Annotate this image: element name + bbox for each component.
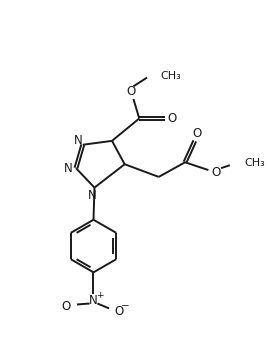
Text: O: O bbox=[114, 305, 124, 318]
Text: −: − bbox=[121, 301, 130, 311]
Text: O: O bbox=[127, 85, 136, 98]
Text: CH₃: CH₃ bbox=[244, 158, 265, 168]
Text: CH₃: CH₃ bbox=[161, 71, 181, 81]
Text: O: O bbox=[168, 112, 177, 125]
Text: N: N bbox=[64, 162, 73, 175]
Text: O: O bbox=[211, 165, 221, 179]
Text: N: N bbox=[73, 134, 82, 147]
Text: N: N bbox=[88, 189, 97, 202]
Text: N: N bbox=[89, 294, 98, 307]
Text: O: O bbox=[62, 300, 71, 313]
Text: +: + bbox=[96, 291, 104, 300]
Text: O: O bbox=[192, 127, 201, 139]
